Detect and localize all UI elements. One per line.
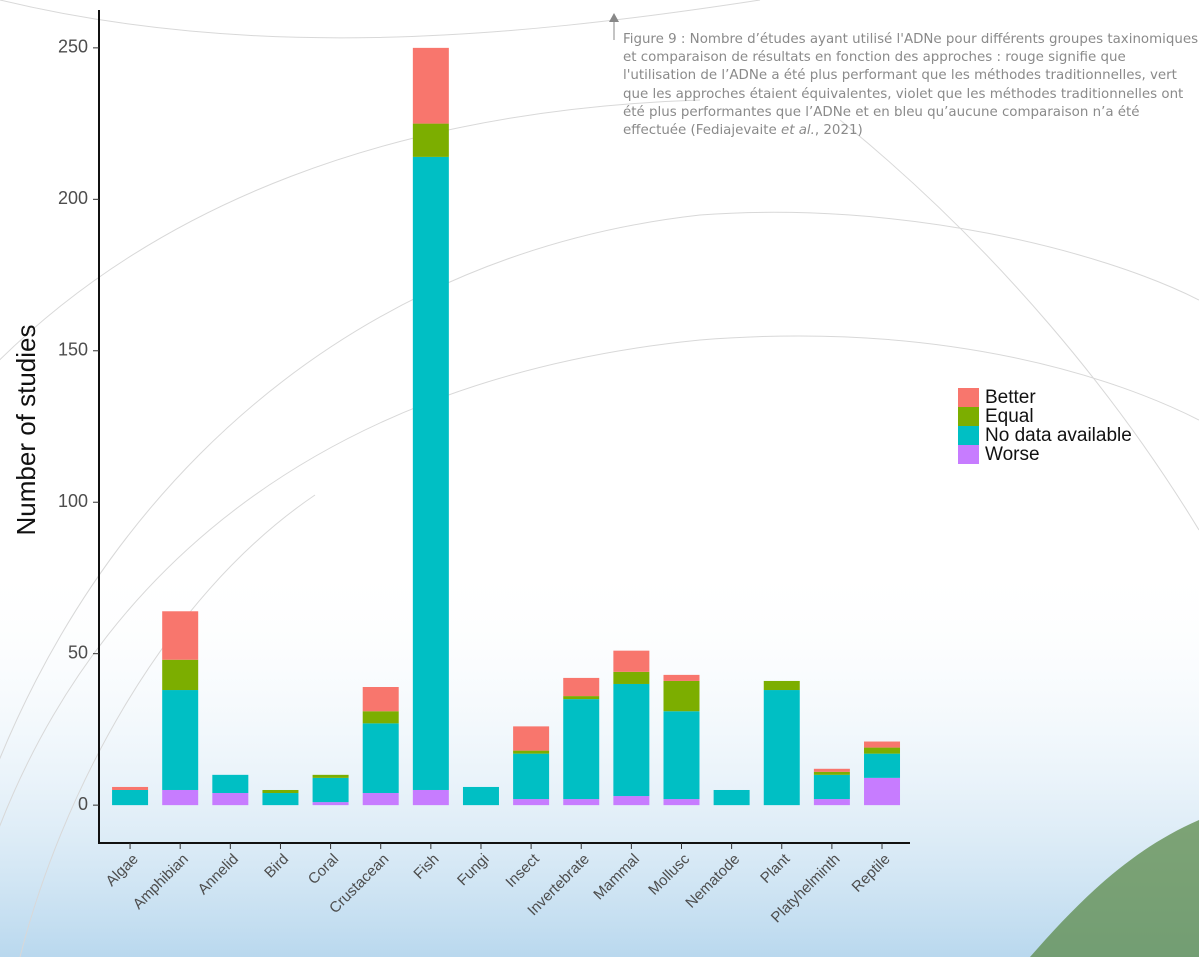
bar-segment xyxy=(763,680,800,691)
bar-segment xyxy=(663,711,700,800)
bar-segment xyxy=(162,659,199,691)
bar-segment xyxy=(663,674,700,681)
bar-segment xyxy=(763,690,800,806)
background-hill xyxy=(1030,820,1199,957)
caption-italic: et al. xyxy=(780,123,815,139)
legend-label: Better xyxy=(985,387,1036,408)
y-tick-label: 50 xyxy=(68,642,88,662)
bar-segment xyxy=(813,799,850,806)
bar-segment xyxy=(563,699,600,800)
bar-segment xyxy=(613,671,650,684)
legend-swatch xyxy=(958,388,979,407)
figure-caption: Figure 9 : Nombre d’études ayant utilisé… xyxy=(623,31,1199,140)
y-tick-label: 0 xyxy=(78,794,88,814)
bar-segment xyxy=(813,771,850,775)
bar-segment xyxy=(162,690,199,790)
bar-segment xyxy=(563,677,600,697)
y-tick-label: 150 xyxy=(58,340,88,360)
bar-segment xyxy=(162,789,199,806)
bar-segment xyxy=(563,799,600,806)
bar-segment xyxy=(663,799,700,806)
bar-segment xyxy=(362,723,399,794)
bar-segment xyxy=(864,747,901,754)
bar-segment xyxy=(412,789,449,806)
bar-segment xyxy=(663,680,700,712)
bar-segment xyxy=(513,726,550,751)
bar-segment xyxy=(513,750,550,754)
bar-segment xyxy=(112,789,149,806)
legend-label: Worse xyxy=(985,444,1040,465)
bar-segment xyxy=(613,650,650,672)
bar-segment xyxy=(312,802,349,806)
bar-segment xyxy=(813,774,850,800)
bar-segment xyxy=(412,123,449,157)
bar-segment xyxy=(864,777,901,806)
y-tick-label: 100 xyxy=(58,491,88,511)
bar-segment xyxy=(513,799,550,806)
bar-segment xyxy=(112,786,149,790)
bar-segment xyxy=(362,687,399,712)
bar-segment xyxy=(613,683,650,797)
bar-segment xyxy=(412,47,449,124)
legend-label: No data available xyxy=(985,425,1132,446)
bar-segment xyxy=(312,777,349,803)
legend-label: Equal xyxy=(985,406,1034,427)
caption-arrowhead xyxy=(609,13,619,22)
legend-swatch xyxy=(958,445,979,464)
bar-segment xyxy=(362,793,399,806)
bar-segment xyxy=(462,786,499,806)
bar-segment xyxy=(864,741,901,748)
y-tick-label: 250 xyxy=(58,37,88,57)
legend-swatch xyxy=(958,407,979,426)
bar-segment xyxy=(212,793,249,806)
y-axis-title: Number of studies xyxy=(11,325,41,536)
bar-segment xyxy=(362,711,399,724)
bar-segment xyxy=(713,789,750,806)
bar-segment xyxy=(864,753,901,778)
y-tick-label: 200 xyxy=(58,188,88,208)
bar-segment xyxy=(513,753,550,800)
background-sky xyxy=(0,560,1199,957)
bar-segment xyxy=(312,774,349,778)
bar-segment xyxy=(262,789,299,794)
bar-segment xyxy=(212,774,249,794)
bar-segment xyxy=(613,796,650,806)
caption-text: , 2021) xyxy=(814,123,863,139)
legend-swatch xyxy=(958,426,979,445)
caption-text: Figure 9 : Nombre d’études ayant utilisé… xyxy=(623,32,1199,139)
bar-segment xyxy=(563,696,600,700)
bar-segment xyxy=(813,768,850,772)
bar-segment xyxy=(412,156,449,790)
bar-segment xyxy=(262,793,299,806)
bar-segment xyxy=(162,611,199,660)
